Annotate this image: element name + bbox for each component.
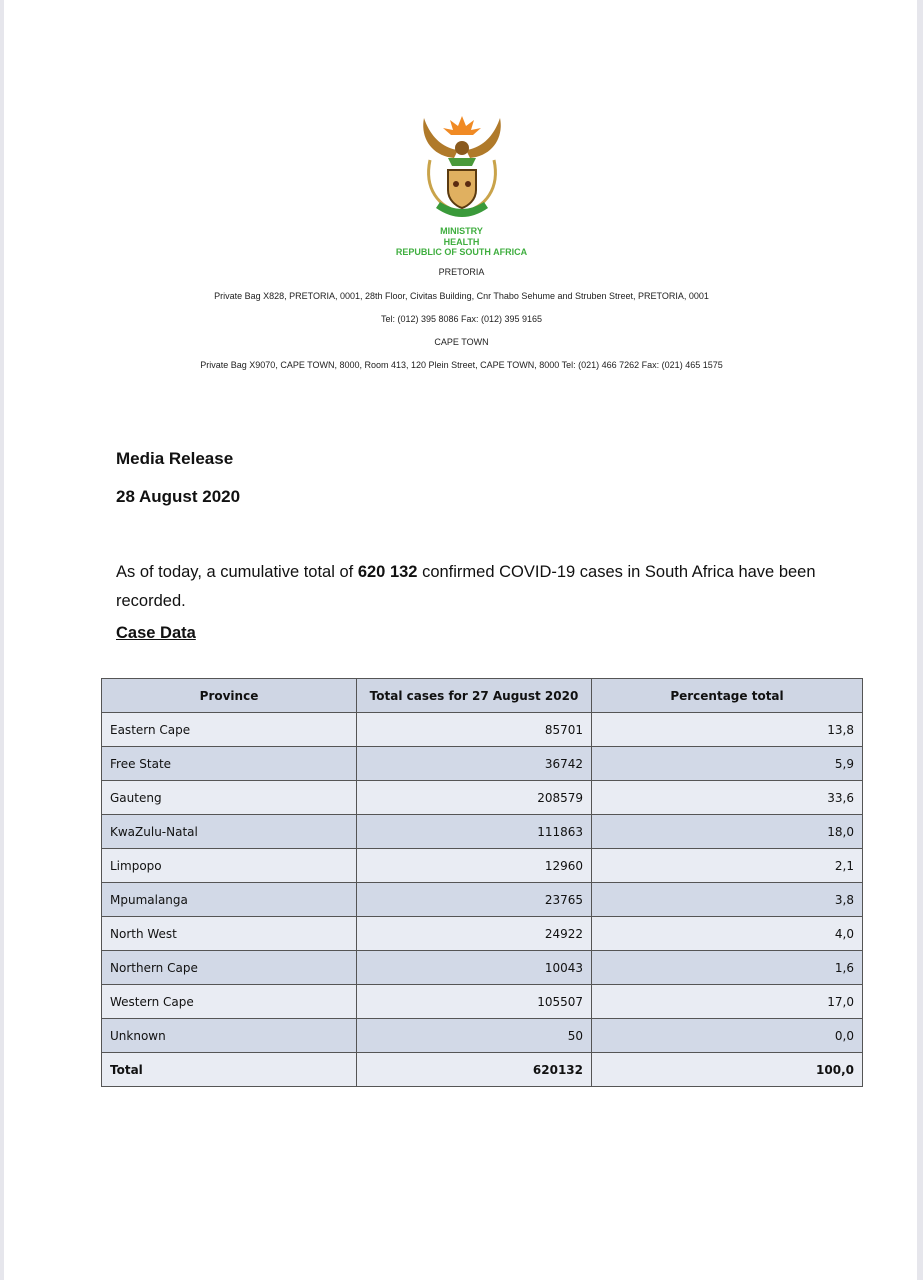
cell-cases: 208579 <box>356 780 592 815</box>
cell-province: Northern Cape <box>101 950 357 985</box>
cell-percentage: 5,9 <box>591 746 863 781</box>
cell-province: Limpopo <box>101 848 357 883</box>
cell-cases: 23765 <box>356 882 592 917</box>
coat-of-arms-emblem <box>423 116 501 217</box>
table-row: Western Cape 105507 17,0 <box>101 984 863 1019</box>
table-total-row: Total 620132 100,0 <box>101 1052 863 1087</box>
release-date: 28 August 2020 <box>116 487 241 506</box>
cell-percentage: 1,6 <box>591 950 863 985</box>
cell-cases: 105507 <box>356 984 592 1019</box>
department-label: HEALTH <box>443 237 480 247</box>
cell-percentage: 3,8 <box>591 882 863 917</box>
ministry-label: MINISTRY <box>440 226 483 236</box>
header-total-cases: Total cases for 27 August 2020 <box>356 678 592 713</box>
table-row: KwaZulu-Natal 111863 18,0 <box>101 814 863 849</box>
cell-cases: 24922 <box>356 916 592 951</box>
table-row: Mpumalanga 23765 3,8 <box>101 882 863 917</box>
cell-province: Total <box>101 1052 357 1087</box>
cell-cases: 10043 <box>356 950 592 985</box>
case-data-heading: Case Data <box>116 624 196 642</box>
cell-province: KwaZulu-Natal <box>101 814 357 849</box>
cell-percentage: 2,1 <box>591 848 863 883</box>
summary-paragraph: As of today, a cumulative total of 620 1… <box>116 558 816 616</box>
cell-cases: 85701 <box>356 712 592 747</box>
capetown-address: Private Bag X9070, CAPE TOWN, 8000, Room… <box>200 360 723 370</box>
summary-text-end: confirmed COVID-19 cases in South Africa… <box>116 563 816 610</box>
cumulative-total: 620 132 <box>357 563 418 581</box>
table-row: Eastern Cape 85701 13,8 <box>101 712 863 747</box>
pretoria-contact: Tel: (012) 395 8086 Fax: (012) 395 9165 <box>380 314 543 324</box>
cell-province: Gauteng <box>101 780 357 815</box>
table-row: Limpopo 12960 2,1 <box>101 848 863 883</box>
cell-province: North West <box>101 916 357 951</box>
cell-cases: 620132 <box>356 1052 592 1087</box>
table-row: Gauteng 208579 33,6 <box>101 780 863 815</box>
country-label: REPUBLIC OF SOUTH AFRICA <box>395 247 528 257</box>
cell-cases: 50 <box>356 1018 592 1053</box>
pretoria-address: Private Bag X828, PRETORIA, 0001, 28th F… <box>214 291 709 301</box>
table-row: Unknown 50 0,0 <box>101 1018 863 1053</box>
pretoria-label: PRETORIA <box>438 267 485 277</box>
table-row: Northern Cape 10043 1,6 <box>101 950 863 985</box>
cell-province: Mpumalanga <box>101 882 357 917</box>
summary-text: As of today, a cumulative total of <box>116 563 358 581</box>
cell-cases: 111863 <box>356 814 592 849</box>
release-title: Media Release <box>116 449 234 468</box>
header-province: Province <box>101 678 357 713</box>
table-row: Free State 36742 5,9 <box>101 746 863 781</box>
cell-province: Free State <box>101 746 357 781</box>
cell-cases: 36742 <box>356 746 592 781</box>
cell-province: Unknown <box>101 1018 357 1053</box>
cell-percentage: 4,0 <box>591 916 863 951</box>
cell-percentage: 13,8 <box>591 712 863 747</box>
capetown-label: CAPE TOWN <box>434 337 489 347</box>
cell-percentage: 100,0 <box>591 1052 863 1087</box>
cell-cases: 12960 <box>356 848 592 883</box>
cell-percentage: 33,6 <box>591 780 863 815</box>
cell-percentage: 17,0 <box>591 984 863 1019</box>
cell-province: Eastern Cape <box>101 712 357 747</box>
table-header-row: Province Total cases for 27 August 2020 … <box>101 678 863 713</box>
table-row: North West 24922 4,0 <box>101 916 863 951</box>
case-data-table: Province Total cases for 27 August 2020 … <box>101 678 863 1087</box>
header-percentage: Percentage total <box>591 678 863 713</box>
cell-percentage: 18,0 <box>591 814 863 849</box>
cell-province: Western Cape <box>101 984 357 1019</box>
cell-percentage: 0,0 <box>591 1018 863 1053</box>
